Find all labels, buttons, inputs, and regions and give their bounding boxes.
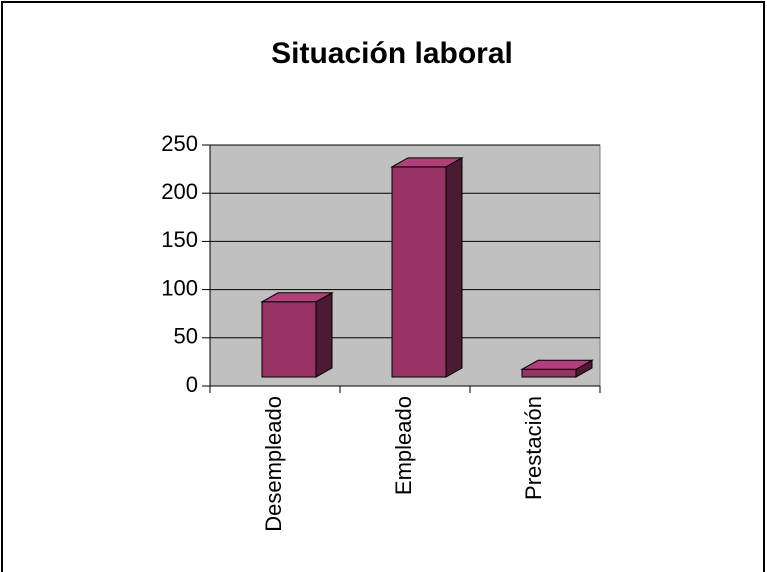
y-tick-label: 0 (186, 372, 198, 397)
bar-side (445, 156, 463, 378)
y-tick-label: 100 (161, 275, 198, 300)
bar-front (521, 368, 577, 378)
bar (390, 156, 464, 378)
y-tick-label: 150 (161, 227, 198, 252)
bar (520, 359, 594, 378)
bar (260, 291, 334, 378)
x-tick-label: Empleado (391, 396, 416, 495)
y-tick-label: 250 (161, 131, 198, 156)
y-tick-label: 200 (161, 179, 198, 204)
x-tick-label: Desempleado (261, 396, 286, 532)
y-tick-label: 50 (174, 324, 198, 349)
bar-front (261, 301, 317, 378)
bar-side (315, 291, 333, 378)
bar-top (520, 359, 594, 370)
chart-title: Situación laboral (271, 37, 513, 70)
bar-front (391, 166, 447, 378)
bar-top (390, 157, 464, 168)
x-tick-label: Prestación (521, 396, 546, 500)
bar-top (260, 292, 334, 303)
